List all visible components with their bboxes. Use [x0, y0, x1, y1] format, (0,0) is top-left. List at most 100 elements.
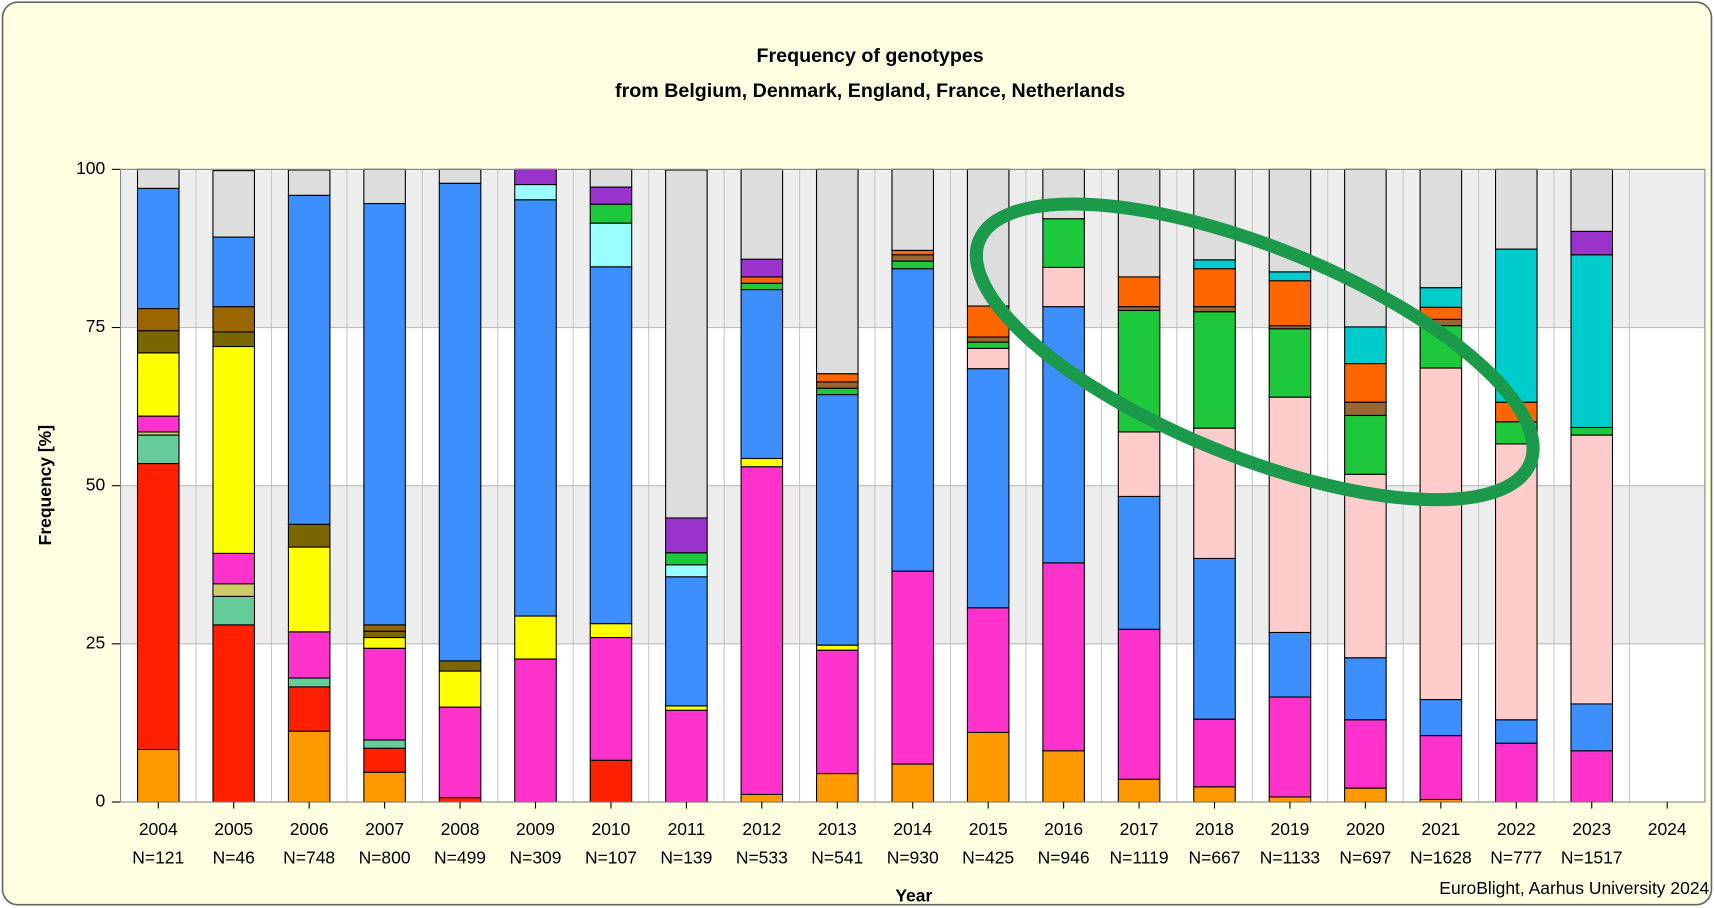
bar-segment [1117, 431, 1161, 497]
bar-segment [287, 523, 331, 548]
x-tick-label: 2011 [668, 819, 706, 839]
sample-size-label: N=800 [359, 847, 411, 867]
bar-segment [212, 552, 256, 585]
bar-segment [966, 607, 1010, 733]
bar-segment [136, 748, 180, 803]
sample-size-label: N=309 [510, 847, 562, 867]
sample-size-label: N=1133 [1260, 847, 1320, 867]
sample-size-label: N=697 [1339, 847, 1391, 867]
bar-segment [1570, 434, 1614, 705]
bar-segment [363, 168, 406, 205]
bar-segment [966, 731, 1010, 803]
sample-size-label: N=1628 [1410, 847, 1472, 867]
bar-segment [136, 462, 180, 751]
x-axis-label: Year [895, 886, 932, 906]
sample-size-label: N=107 [585, 847, 637, 867]
bar-segment [136, 330, 180, 354]
bar-segment [665, 552, 708, 566]
bar-segment [1419, 698, 1463, 737]
bar-segment [1494, 168, 1538, 250]
bar-segment [1419, 168, 1463, 289]
bar-segment [438, 670, 482, 708]
bar-segment [1042, 306, 1085, 564]
bar-segment [1344, 326, 1387, 365]
bar-segment [363, 771, 406, 803]
bar-segment [1042, 750, 1085, 803]
x-tick-label: 2013 [818, 819, 857, 839]
bar-segment [363, 202, 406, 626]
bar-segment [514, 658, 557, 803]
bar-segment [1117, 778, 1161, 803]
y-tick-label: 100 [76, 158, 105, 178]
bar-segment [287, 194, 331, 525]
bar-segment [1268, 271, 1312, 282]
bar-segment [1268, 396, 1312, 634]
x-tick-label: 2004 [139, 819, 178, 839]
bar-segment [287, 730, 331, 803]
bar-segment [1344, 473, 1387, 659]
x-tick-label: 2015 [969, 819, 1008, 839]
x-tick-label: 2010 [592, 819, 631, 839]
bar-segment [589, 759, 633, 803]
bar-segment [136, 307, 180, 332]
x-tick-label: 2007 [365, 819, 404, 839]
bar-segment [740, 276, 784, 284]
sample-size-label: N=533 [736, 847, 788, 867]
y-tick-label: 0 [96, 791, 106, 811]
bar-segment [891, 268, 935, 572]
bar-segment [287, 169, 331, 196]
bar-segment [136, 352, 180, 417]
bar-segment [740, 466, 784, 795]
x-tick-label: 2019 [1271, 819, 1310, 839]
bar-segment [891, 260, 935, 270]
bar-segment [212, 331, 256, 348]
bar-segment [438, 660, 482, 672]
bar-segment [363, 636, 406, 649]
bar-segment [740, 168, 784, 260]
bar-segment [136, 434, 180, 465]
bar-segment [589, 623, 633, 639]
chart-subtitle: from Belgium, Denmark, England, France, … [615, 80, 1125, 102]
bar-segment [1344, 719, 1387, 789]
bar-segment [1193, 268, 1236, 308]
bar-segment [212, 345, 256, 554]
bar-segment [212, 306, 256, 333]
x-tick-label: 2005 [214, 819, 253, 839]
x-tick-label: 2016 [1044, 819, 1083, 839]
sample-size-label: N=139 [660, 847, 712, 867]
bar-segment [815, 772, 859, 803]
bar-segment [589, 168, 633, 188]
bar-segment [1117, 306, 1161, 311]
source-note: EuroBlight, Aarhus University 2024 [1439, 878, 1709, 898]
bar-segment [1344, 401, 1387, 417]
bar-segment [1419, 367, 1463, 701]
bar-segment [815, 649, 859, 775]
bar-segment [589, 636, 633, 761]
bar-segment [1344, 787, 1387, 803]
bar-segment [1193, 786, 1236, 803]
x-tick-label: 2017 [1120, 819, 1159, 839]
bar-segment [665, 169, 708, 519]
bar-segment [438, 168, 482, 184]
x-tick-label: 2020 [1346, 819, 1385, 839]
bar-segment [1570, 703, 1614, 752]
sample-size-label: N=667 [1189, 847, 1241, 867]
bar-segment [1117, 276, 1161, 308]
bar-segment [1193, 168, 1236, 261]
x-tick-label: 2018 [1195, 819, 1234, 839]
bar-segment [287, 677, 331, 688]
bar-segment [212, 624, 256, 803]
bar-segment [1042, 562, 1085, 752]
bar-segment [815, 381, 859, 389]
bar-segment [514, 615, 557, 660]
bar-segment [1268, 280, 1312, 327]
bar-segment [740, 258, 784, 278]
bar-segment [212, 583, 256, 597]
bar-segment [438, 182, 482, 662]
bar-segment [212, 595, 256, 626]
y-axis-label: Frequency [%] [35, 425, 55, 545]
bar-segment [665, 517, 708, 554]
bar-segment [1344, 414, 1387, 475]
bar-segment [1042, 266, 1085, 308]
